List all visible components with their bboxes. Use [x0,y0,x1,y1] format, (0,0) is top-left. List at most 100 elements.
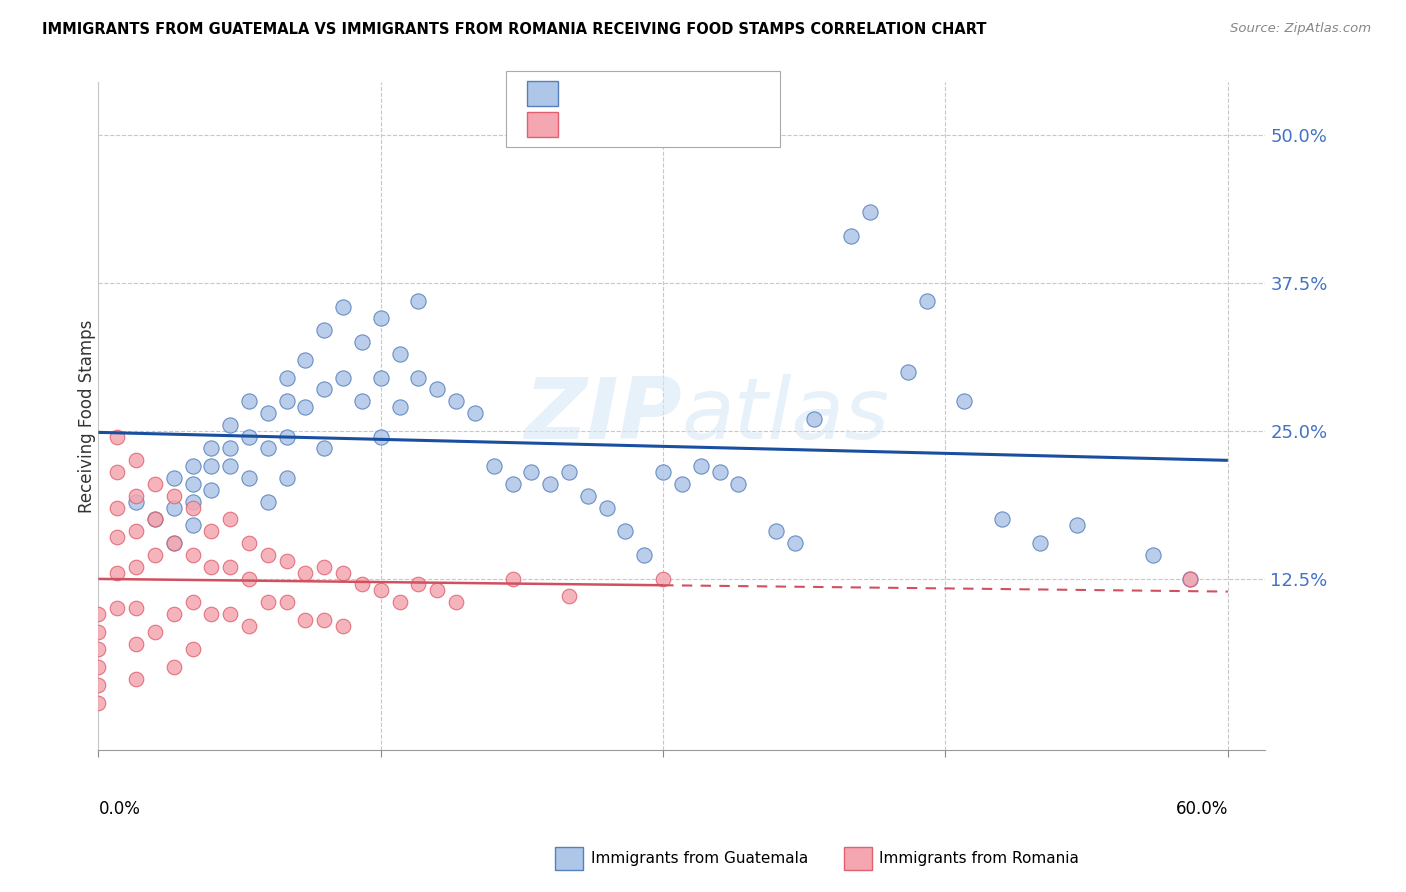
Point [350,394,373,409]
Point [332,566,354,580]
Point [558,465,581,479]
Point [482,459,505,474]
Point [502,477,524,491]
Point [181,518,204,533]
Point [332,370,354,384]
Point [238,572,260,586]
Y-axis label: Receiving Food Stamps: Receiving Food Stamps [79,319,96,513]
Point [408,293,430,308]
Point [219,442,242,456]
Point [276,429,298,443]
Point [200,607,222,621]
Point [163,489,186,503]
Text: Immigrants from Guatemala: Immigrants from Guatemala [591,851,808,865]
Point [1028,536,1050,550]
Point [294,400,316,414]
Point [314,442,336,456]
Point [370,311,392,326]
Point [727,477,749,491]
Point [200,559,222,574]
Point [181,500,204,515]
Point [444,394,467,409]
Point [991,512,1014,526]
Point [143,512,166,526]
Point [105,429,128,443]
Text: N =: N = [672,116,720,134]
Point [181,494,204,508]
Point [200,459,222,474]
Point [314,323,336,337]
Point [276,595,298,609]
Text: atlas: atlas [682,375,890,458]
Point [219,512,242,526]
Point [426,583,449,598]
Point [652,572,675,586]
Point [256,494,278,508]
Point [408,577,430,591]
Point [163,500,186,515]
Point [314,613,336,627]
Text: N =: N = [672,85,720,103]
Point [256,548,278,562]
Point [388,347,411,361]
Point [276,394,298,409]
Point [294,566,316,580]
Point [238,536,260,550]
Point [200,442,222,456]
Point [350,334,373,349]
Point [803,412,825,426]
Point [859,205,882,219]
Point [163,607,186,621]
Point [87,678,110,692]
Point [238,394,260,409]
Point [915,293,938,308]
Point [1066,518,1088,533]
Point [294,352,316,367]
Point [200,483,222,497]
Point [125,494,148,508]
Point [181,595,204,609]
Point [520,465,543,479]
Point [143,624,166,639]
Point [125,453,148,467]
Point [256,595,278,609]
Point [219,459,242,474]
Point [276,554,298,568]
Point [181,459,204,474]
Point [87,696,110,710]
Point [125,601,148,615]
Point [689,459,711,474]
Point [765,524,787,539]
Point [426,382,449,396]
Point [1180,572,1202,586]
Point [652,465,675,479]
Point [163,536,186,550]
Point [370,370,392,384]
Point [444,595,467,609]
Point [105,530,128,544]
Point [87,624,110,639]
Point [256,406,278,420]
Point [256,442,278,456]
Point [709,465,731,479]
Point [200,524,222,539]
Point [953,394,976,409]
Text: R =: R = [569,85,610,103]
Point [1180,572,1202,586]
Text: 0.0%: 0.0% [98,799,141,818]
Point [105,465,128,479]
Point [87,642,110,657]
Point [502,572,524,586]
Point [538,477,561,491]
Point [181,477,204,491]
Point [143,548,166,562]
Point [143,512,166,526]
Point [105,601,128,615]
Point [595,500,617,515]
Text: 60: 60 [720,116,742,134]
Point [219,559,242,574]
Point [125,489,148,503]
Text: R =: R = [569,116,610,134]
Point [388,595,411,609]
Point [238,429,260,443]
